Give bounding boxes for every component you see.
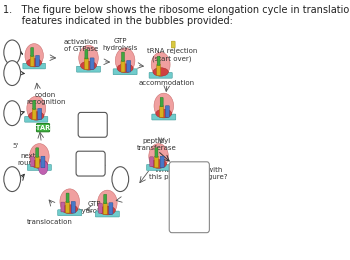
FancyBboxPatch shape: [169, 162, 209, 233]
FancyBboxPatch shape: [99, 203, 102, 213]
Text: accommodation: accommodation: [139, 80, 195, 86]
FancyBboxPatch shape: [38, 108, 42, 120]
FancyBboxPatch shape: [149, 73, 172, 78]
Ellipse shape: [4, 167, 21, 192]
Text: next
round: next round: [18, 153, 38, 166]
Ellipse shape: [30, 144, 49, 169]
Ellipse shape: [80, 61, 97, 70]
Ellipse shape: [27, 58, 42, 67]
Text: codon
recognition: codon recognition: [26, 93, 65, 106]
FancyBboxPatch shape: [25, 116, 48, 122]
FancyBboxPatch shape: [31, 48, 34, 56]
FancyBboxPatch shape: [41, 156, 45, 168]
FancyBboxPatch shape: [65, 202, 70, 213]
Ellipse shape: [150, 160, 167, 168]
Text: features indicated in the bubbles provided:: features indicated in the bubbles provid…: [3, 16, 233, 26]
Ellipse shape: [32, 160, 47, 168]
FancyBboxPatch shape: [66, 193, 69, 203]
Ellipse shape: [98, 190, 117, 216]
FancyBboxPatch shape: [33, 100, 36, 109]
Text: translocation: translocation: [27, 219, 73, 225]
Text: GTP
hydrolysis: GTP hydrolysis: [77, 201, 112, 214]
Ellipse shape: [25, 44, 43, 67]
FancyBboxPatch shape: [157, 64, 161, 76]
FancyBboxPatch shape: [160, 106, 164, 117]
FancyBboxPatch shape: [109, 203, 113, 214]
FancyBboxPatch shape: [77, 66, 100, 72]
FancyBboxPatch shape: [104, 194, 107, 204]
Ellipse shape: [4, 61, 21, 86]
Ellipse shape: [4, 40, 21, 65]
Ellipse shape: [117, 64, 133, 73]
FancyBboxPatch shape: [160, 156, 164, 168]
Ellipse shape: [151, 52, 170, 77]
Ellipse shape: [153, 68, 168, 76]
Text: START: START: [31, 125, 55, 131]
FancyBboxPatch shape: [84, 58, 89, 69]
FancyBboxPatch shape: [152, 114, 176, 120]
FancyBboxPatch shape: [95, 211, 119, 217]
Ellipse shape: [29, 112, 44, 120]
FancyBboxPatch shape: [23, 63, 46, 69]
FancyBboxPatch shape: [155, 148, 158, 157]
FancyBboxPatch shape: [121, 61, 125, 72]
FancyBboxPatch shape: [30, 157, 34, 167]
FancyBboxPatch shape: [150, 157, 154, 167]
FancyBboxPatch shape: [36, 124, 50, 132]
FancyBboxPatch shape: [58, 210, 82, 216]
Ellipse shape: [79, 45, 98, 71]
FancyBboxPatch shape: [160, 98, 163, 107]
Ellipse shape: [27, 96, 46, 121]
FancyBboxPatch shape: [154, 156, 159, 168]
Ellipse shape: [4, 101, 21, 126]
Text: GTP
hydrolysis: GTP hydrolysis: [102, 38, 138, 51]
FancyBboxPatch shape: [30, 55, 34, 66]
Text: tRNA rejection
(start over): tRNA rejection (start over): [147, 48, 197, 62]
Text: 5': 5': [12, 142, 19, 148]
FancyBboxPatch shape: [147, 165, 170, 170]
FancyBboxPatch shape: [165, 106, 169, 117]
FancyBboxPatch shape: [90, 58, 94, 69]
FancyBboxPatch shape: [61, 202, 65, 212]
Text: activation
of GTPase: activation of GTPase: [64, 40, 99, 53]
FancyBboxPatch shape: [103, 203, 107, 214]
FancyBboxPatch shape: [71, 202, 75, 213]
Text: What is wrong with
this part of the figure?: What is wrong with this part of the figu…: [149, 167, 228, 180]
Ellipse shape: [149, 144, 168, 169]
FancyBboxPatch shape: [171, 41, 175, 48]
FancyBboxPatch shape: [36, 148, 39, 157]
Ellipse shape: [112, 167, 129, 192]
FancyBboxPatch shape: [85, 50, 88, 59]
Ellipse shape: [156, 109, 172, 118]
Ellipse shape: [38, 160, 48, 175]
Ellipse shape: [99, 206, 116, 215]
Ellipse shape: [116, 48, 135, 73]
FancyBboxPatch shape: [35, 156, 39, 168]
Text: 1.   The figure below shows the ribosome elongation cycle in translation.  Label: 1. The figure below shows the ribosome e…: [3, 5, 350, 15]
FancyBboxPatch shape: [36, 55, 40, 66]
FancyBboxPatch shape: [76, 151, 105, 176]
FancyBboxPatch shape: [27, 165, 51, 170]
Ellipse shape: [60, 189, 79, 214]
Ellipse shape: [154, 93, 174, 119]
FancyBboxPatch shape: [78, 112, 107, 137]
FancyBboxPatch shape: [113, 69, 137, 75]
FancyBboxPatch shape: [32, 108, 36, 120]
FancyBboxPatch shape: [157, 56, 160, 66]
Ellipse shape: [62, 205, 78, 214]
FancyBboxPatch shape: [127, 61, 131, 72]
Text: peptidyl
transferase: peptidyl transferase: [136, 138, 176, 151]
FancyBboxPatch shape: [121, 52, 125, 62]
